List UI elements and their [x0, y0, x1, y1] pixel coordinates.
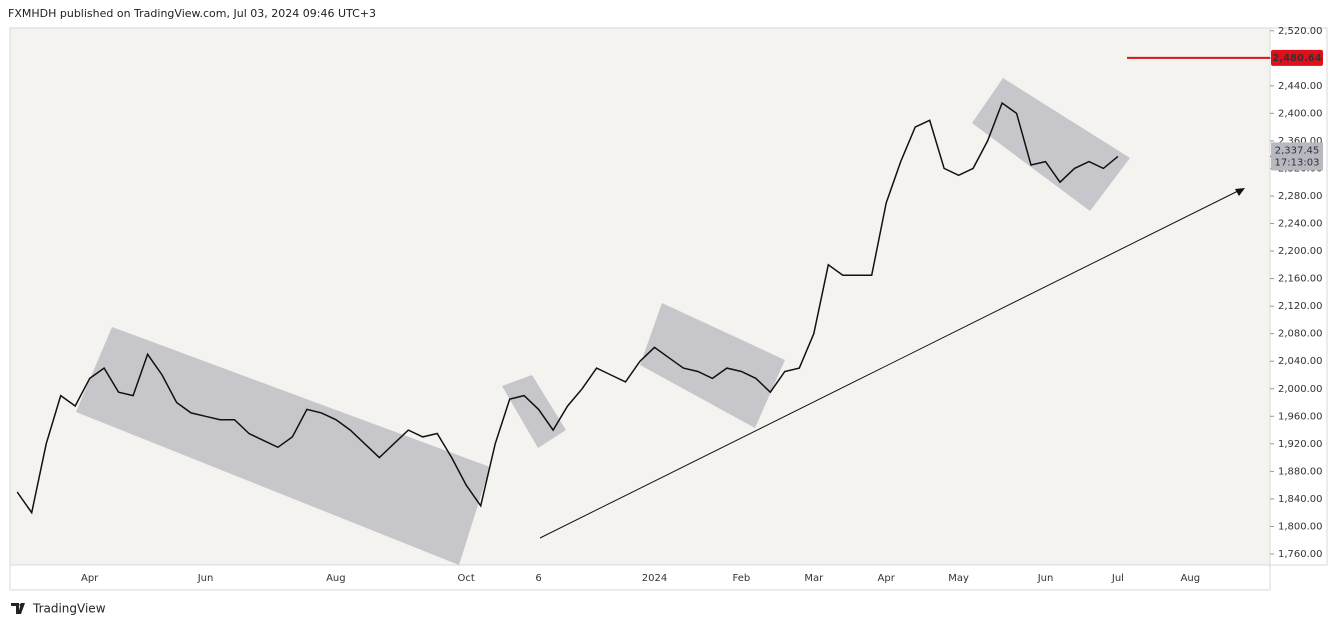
y-tick-label: 2,200.00	[1278, 246, 1323, 257]
channel	[76, 327, 490, 565]
y-tick-label: 2,440.00	[1278, 81, 1323, 92]
y-tick-label: 2,520.00	[1278, 26, 1323, 37]
x-tick-label: Jul	[1111, 573, 1124, 584]
y-tick-label: 2,040.00	[1278, 356, 1323, 367]
y-tick-label: 2,120.00	[1278, 301, 1323, 312]
y-tick-label: 2,000.00	[1278, 384, 1323, 395]
channel	[502, 375, 566, 448]
level-label: 2,480.64	[1272, 53, 1321, 64]
price-line	[16, 101, 1119, 515]
x-tick-label: 6	[535, 573, 541, 584]
trend-arrow	[1235, 188, 1245, 196]
y-tick-label: 2,240.00	[1278, 219, 1323, 230]
y-tick-label: 1,880.00	[1278, 466, 1323, 477]
y-tick-label: 1,960.00	[1278, 411, 1323, 422]
y-tick-label: 2,400.00	[1278, 108, 1323, 119]
x-tick-label: Feb	[733, 573, 751, 584]
trend-line	[539, 189, 1241, 539]
y-tick-label: 2,080.00	[1278, 329, 1323, 340]
plot-area	[9, 27, 1271, 566]
last-price-tag	[1271, 142, 1323, 171]
x-tick-label: Jun	[1037, 573, 1054, 584]
price-axis	[1269, 27, 1328, 566]
logo	[11, 603, 25, 614]
y-tick-label: 2,360.00	[1278, 136, 1323, 147]
x-tick-label: Mar	[804, 573, 824, 584]
y-tick-label: 1,800.00	[1278, 521, 1323, 532]
countdown: 17:13:03	[1275, 157, 1320, 168]
channel	[640, 303, 785, 428]
x-tick-label: Apr	[878, 573, 896, 584]
x-tick-label: Aug	[1181, 573, 1201, 584]
channels	[76, 78, 1130, 565]
footer: TradingView	[32, 602, 106, 616]
y-tick-label: 1,920.00	[1278, 439, 1323, 450]
y-tick-label: 2,280.00	[1278, 191, 1323, 202]
header: FXMHDH published on TradingView.com, Jul…	[8, 7, 376, 20]
x-tick-label: May	[948, 573, 969, 584]
x-tick-label: 2024	[642, 573, 667, 584]
x-tick-label: Aug	[326, 573, 346, 584]
x-tick-label: Oct	[458, 573, 475, 584]
y-tick-label: 1,760.00	[1278, 549, 1323, 560]
level-tag	[1271, 49, 1323, 66]
y-tick-label: 2,160.00	[1278, 274, 1323, 285]
last-price-label: 2,337.45	[1275, 145, 1320, 156]
channel	[972, 78, 1130, 211]
time-axis	[9, 564, 1271, 591]
y-tick-label: 1,840.00	[1278, 494, 1323, 505]
x-tick-label: Jun	[197, 573, 214, 584]
x-tick-label: Apr	[81, 573, 99, 584]
